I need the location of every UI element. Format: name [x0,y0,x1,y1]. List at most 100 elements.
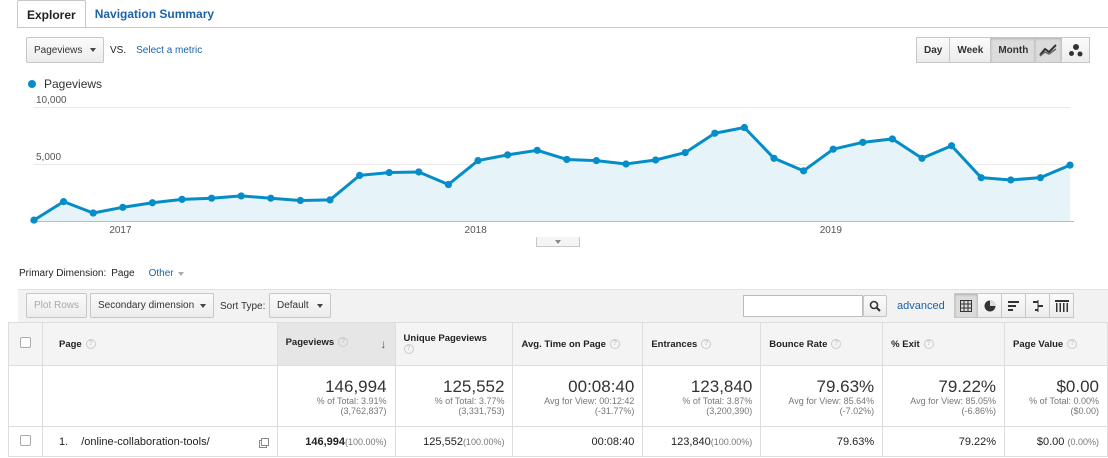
advanced-filter-link[interactable]: advanced [897,300,945,312]
primary-dimension-other-label: Other [148,268,174,279]
data-point[interactable] [504,151,512,159]
total-sub: (-7.02%) [839,405,875,416]
data-point[interactable] [385,168,393,177]
data-point[interactable] [1066,161,1074,169]
help-icon[interactable]: ? [403,344,414,355]
data-point[interactable] [148,199,156,207]
data-point[interactable] [119,203,127,211]
col-header-avg-time-label: Avg. Time on Page [521,338,606,350]
col-header-entrances[interactable]: Entrances? [642,322,762,366]
help-icon[interactable]: ? [831,338,842,349]
data-point[interactable] [30,216,38,224]
col-header-exit[interactable]: % Exit? [882,322,1006,366]
primary-dimension-other[interactable]: Other [149,268,184,279]
grid-icon [960,299,972,312]
help-icon[interactable]: ? [701,338,712,349]
data-point[interactable] [563,155,571,164]
vs-label: VS. [110,44,127,56]
data-point[interactable] [592,156,601,165]
col-header-bounce-rate[interactable]: Bounce Rate? [760,322,884,366]
primary-dimension-value[interactable]: Page [111,268,135,279]
period-day-button[interactable]: Day [916,37,951,63]
data-point[interactable] [622,160,630,168]
data-point[interactable] [444,180,452,189]
total-unique-pageviews: 125,552% of Total: 3.77% (3,331,753) [394,365,514,427]
row-page-value: $0.00 (0.00%) [1004,426,1108,457]
data-point[interactable] [1036,174,1044,182]
select-all-checkbox-cell[interactable] [8,322,43,366]
comparison-view-button[interactable] [1026,293,1050,318]
tab-explorer[interactable]: Explorer [17,0,86,28]
data-point[interactable] [740,123,749,132]
data-point[interactable] [356,171,364,179]
data-point[interactable] [859,138,867,146]
data-point[interactable] [711,129,719,137]
tab-navigation-summary[interactable]: Navigation Summary [94,7,215,21]
data-point[interactable] [208,194,216,202]
row-unique-value: 125,552 [423,435,463,448]
motion-chart-button[interactable] [1062,37,1090,63]
chevron-down-icon [317,303,323,308]
col-header-page[interactable]: Page? [41,322,278,366]
help-icon[interactable]: ? [609,338,620,349]
col-header-page-value[interactable]: Page Value? [1004,322,1108,366]
total-exit: 79.22% Avg for View: 85.05% (-6.86%) [882,365,1006,427]
data-point[interactable] [977,174,985,182]
data-point[interactable] [652,156,660,164]
row-checkbox[interactable] [19,434,31,446]
line-chart-icon [1039,44,1057,57]
col-header-pageviews[interactable]: Pageviews? ↓ [276,322,396,366]
row-page-link[interactable]: /online-collaboration-tools/ [81,435,210,448]
data-point[interactable] [415,168,423,176]
data-view-button[interactable] [954,293,978,318]
select-all-checkbox[interactable] [19,337,31,348]
plot-rows-button[interactable]: Plot Rows [26,293,88,318]
data-point[interactable] [800,167,808,175]
col-header-unique-pageviews[interactable]: Unique Pageviews? [394,322,514,366]
data-point[interactable] [888,135,897,143]
period-month-button[interactable]: Month [991,37,1037,63]
data-point[interactable] [474,156,482,165]
data-point[interactable] [1007,176,1015,184]
metric-select[interactable]: Pageviews [26,37,104,63]
table-view-toggle [954,293,1074,318]
total-avg-time: 00:08:40 Avg for View: 00:12:42 (-31.77%) [512,365,644,427]
data-point[interactable] [237,192,245,200]
line-chart-button[interactable] [1034,37,1062,63]
total-pageviews: 146,994% of Total: 3.91% (3,762,837) [276,365,396,427]
data-point[interactable] [89,209,97,217]
help-icon[interactable]: ? [338,337,349,348]
search-button[interactable] [863,295,887,317]
table-search-input[interactable] [743,295,863,317]
select-metric-link[interactable]: Select a metric [136,44,203,56]
pie-view-button[interactable] [978,293,1002,318]
open-page-icon[interactable] [258,437,269,448]
total-value: 79.22% [938,376,997,396]
col-header-avg-time[interactable]: Avg. Time on Page? [512,322,644,366]
data-point[interactable] [267,194,275,202]
data-point[interactable] [770,154,778,162]
table-row: 1. /online-collaboration-tools/ 146,994(… [8,426,1108,457]
data-point[interactable] [918,154,926,162]
secondary-dimension-select[interactable]: Secondary dimension [90,293,214,318]
data-point[interactable] [296,196,304,205]
row-entrances-pct: (100.00%) [710,436,753,447]
data-point[interactable] [533,146,541,154]
help-icon[interactable]: ? [1067,338,1078,349]
data-point[interactable] [60,198,68,206]
performance-view-button[interactable] [1002,293,1026,318]
pivot-view-button[interactable] [1050,293,1074,318]
help-icon[interactable]: ? [923,338,934,349]
tab-divider [17,27,1108,28]
data-point[interactable] [681,149,689,157]
data-point[interactable] [178,195,186,203]
data-point[interactable] [326,196,334,204]
help-icon[interactable]: ? [85,338,96,349]
sort-type-select[interactable]: Default [269,293,331,318]
data-point[interactable] [948,142,956,150]
chart-collapse-handle[interactable] [536,237,580,247]
table-toolbar: Plot Rows Secondary dimension Sort Type:… [18,289,1108,322]
data-point[interactable] [829,145,837,153]
row-checkbox-cell[interactable] [8,426,43,457]
period-week-button[interactable]: Week [950,37,992,63]
